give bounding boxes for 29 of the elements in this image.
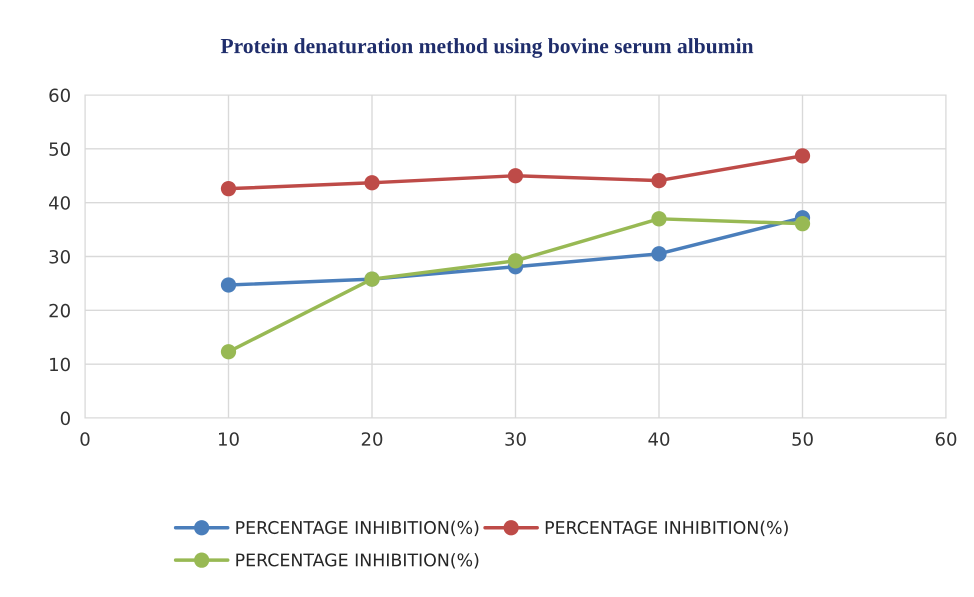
point — [220, 277, 236, 293]
point — [364, 175, 380, 190]
point — [508, 253, 524, 268]
x-tick-label: 40 — [648, 432, 670, 446]
x-tick-label: 0 — [80, 432, 90, 446]
y-tick-label: 10 — [50, 358, 70, 372]
point — [651, 211, 667, 226]
y-tick-label: 60 — [49, 88, 70, 102]
legend-label: PERCENTAGE INHIBITION(%) — [236, 520, 478, 536]
x-tick-label: 30 — [505, 432, 526, 446]
point — [220, 344, 236, 360]
point — [651, 246, 667, 262]
x-tick-label: 10 — [218, 432, 239, 446]
y-tick-label: 20 — [49, 304, 70, 318]
point — [220, 181, 236, 196]
point — [794, 148, 810, 164]
x-tick-label: 50 — [792, 432, 813, 446]
legend-label: PERCENTAGE INHIBITION(%) — [236, 553, 478, 569]
x-tick-label: 60 — [936, 432, 956, 446]
y-tick-label: 30 — [50, 250, 70, 264]
y-tick-label: 40 — [49, 196, 70, 210]
point — [794, 216, 810, 232]
y-tick-label: 0 — [60, 411, 70, 426]
point — [508, 168, 524, 184]
point — [651, 172, 667, 188]
y-tick-label: 50 — [50, 142, 70, 156]
chart-title: Protein denaturation method using bovine serum albumin — [220, 38, 754, 58]
x-tick-label: 20 — [362, 432, 382, 446]
legend-label: PERCENTAGE INHIBITION(%) — [546, 520, 788, 536]
